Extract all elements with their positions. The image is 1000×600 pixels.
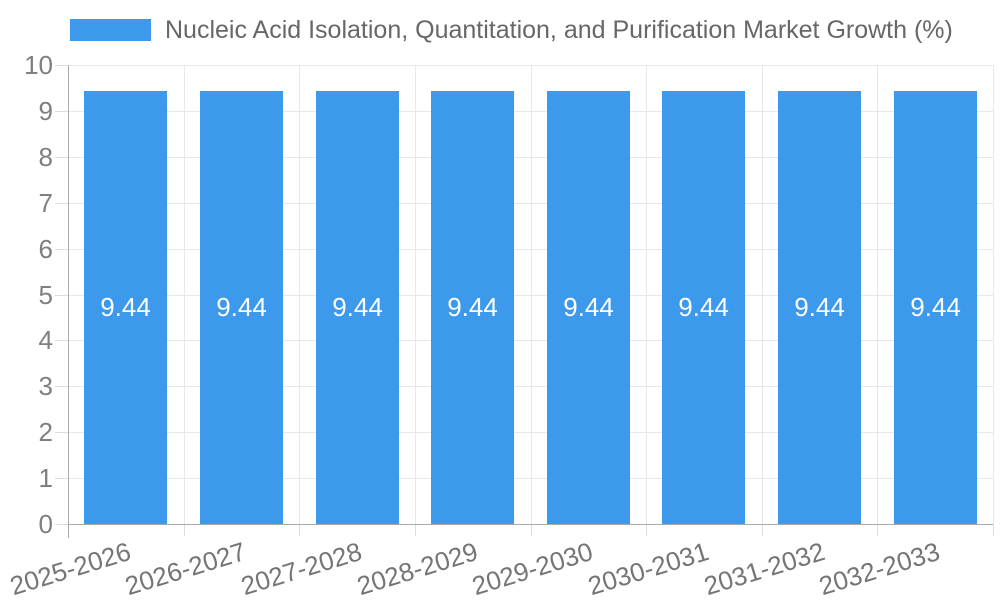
bar-2026-2027[interactable] bbox=[200, 91, 283, 524]
y-axis-tick-label: 9 bbox=[38, 96, 53, 126]
y-axis-tick bbox=[55, 386, 68, 387]
gridline-horizontal bbox=[68, 111, 993, 112]
y-axis-tick bbox=[55, 432, 68, 433]
gridline-horizontal bbox=[68, 157, 993, 158]
y-axis-tick-label: 2 bbox=[38, 417, 53, 447]
y-axis-tick bbox=[55, 295, 68, 296]
gridline-vertical bbox=[646, 65, 647, 524]
y-axis-tick bbox=[55, 524, 68, 525]
x-axis-tick bbox=[184, 524, 185, 536]
gridline-horizontal bbox=[68, 295, 993, 296]
bar-2027-2028[interactable] bbox=[316, 91, 399, 524]
gridline-horizontal bbox=[68, 478, 993, 479]
gridline-vertical bbox=[299, 65, 300, 524]
bar-value-label: 9.44 bbox=[332, 292, 383, 322]
bar-value-label: 9.44 bbox=[447, 292, 498, 322]
gridline-vertical bbox=[762, 65, 763, 524]
bar-value-label: 9.44 bbox=[678, 292, 729, 322]
x-axis-tick bbox=[762, 524, 763, 536]
bar-value-label: 9.44 bbox=[100, 292, 151, 322]
gridline-vertical bbox=[415, 65, 416, 524]
gridline-horizontal bbox=[68, 249, 993, 250]
y-axis-tick-label: 5 bbox=[38, 280, 53, 310]
y-axis-tick-label: 3 bbox=[38, 371, 53, 401]
x-axis-tick bbox=[415, 524, 416, 536]
gridline-horizontal bbox=[68, 432, 993, 433]
gridline-vertical bbox=[184, 65, 185, 524]
bar-value-label: 9.44 bbox=[794, 292, 845, 322]
y-axis-tick bbox=[55, 478, 68, 479]
bar-value-label: 9.44 bbox=[910, 292, 961, 322]
bar-value-label: 9.44 bbox=[216, 292, 267, 322]
legend-swatch-icon bbox=[70, 19, 151, 41]
y-axis-tick bbox=[55, 111, 68, 112]
x-axis-tick bbox=[646, 524, 647, 536]
y-axis-tick-label: 7 bbox=[38, 188, 53, 218]
bar-2030-2031[interactable] bbox=[662, 91, 745, 524]
x-axis-tick bbox=[993, 524, 994, 536]
y-axis-tick-label: 6 bbox=[38, 234, 53, 264]
y-axis-tick bbox=[55, 157, 68, 158]
y-axis-tick-label: 4 bbox=[38, 325, 53, 355]
x-axis-tick bbox=[877, 524, 878, 536]
y-axis-tick-label: 10 bbox=[24, 50, 53, 80]
bar-2031-2032[interactable] bbox=[778, 91, 861, 524]
gridline-vertical bbox=[877, 65, 878, 524]
y-axis-line bbox=[68, 65, 69, 538]
y-axis-tick bbox=[55, 203, 68, 204]
y-axis-tick bbox=[55, 249, 68, 250]
bar-2025-2026[interactable] bbox=[84, 91, 167, 524]
legend-item[interactable]: Nucleic Acid Isolation, Quantitation, an… bbox=[70, 14, 953, 46]
gridline-horizontal bbox=[68, 340, 993, 341]
y-axis-tick-label: 8 bbox=[38, 142, 53, 172]
bar-value-label: 9.44 bbox=[563, 292, 614, 322]
gridline-horizontal bbox=[68, 386, 993, 387]
legend-label: Nucleic Acid Isolation, Quantitation, an… bbox=[165, 16, 953, 44]
gridline-horizontal bbox=[68, 203, 993, 204]
gridline-vertical bbox=[993, 65, 994, 524]
y-axis-tick bbox=[55, 340, 68, 341]
bar-2029-2030[interactable] bbox=[547, 91, 630, 524]
x-axis-tick bbox=[531, 524, 532, 536]
y-axis-tick bbox=[55, 65, 68, 66]
gridline-horizontal bbox=[68, 65, 993, 66]
x-axis-tick bbox=[299, 524, 300, 536]
x-axis-line bbox=[68, 524, 993, 525]
bar-2032-2033[interactable] bbox=[894, 91, 977, 524]
bar-2028-2029[interactable] bbox=[431, 91, 514, 524]
y-axis-tick-label: 1 bbox=[38, 463, 53, 493]
gridline-vertical bbox=[531, 65, 532, 524]
y-axis-tick-label: 0 bbox=[38, 509, 53, 539]
